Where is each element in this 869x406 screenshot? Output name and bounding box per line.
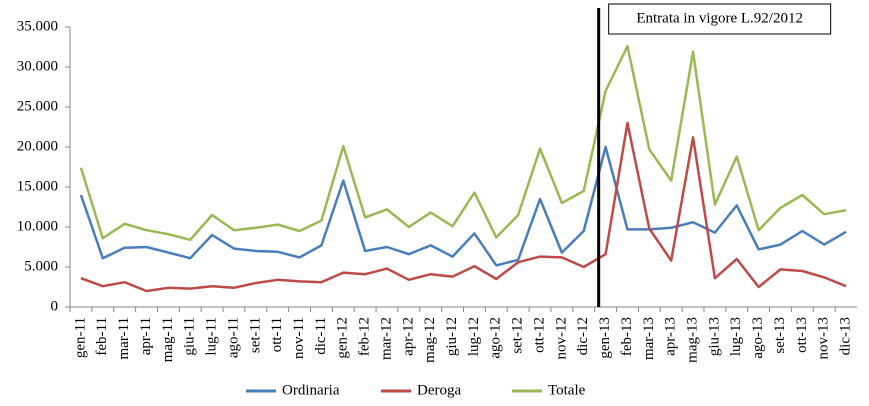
y-tick-label: 35.000 [17,18,58,34]
x-tick-label: giu-13 [706,317,722,356]
annotation-text: Entrata in vigore L.92/2012 [636,10,803,26]
y-tick-label: 15.000 [17,178,58,194]
y-tick-label: 20.000 [17,138,58,154]
x-tick-label: ago-11 [225,317,241,358]
x-tick-label: giu-12 [444,317,460,356]
x-tick-label: giu-11 [182,317,198,356]
y-tick-label: 30.000 [17,58,58,74]
x-tick-label: mar-12 [378,317,394,360]
y-tick-label: 25.000 [17,98,58,114]
x-tick-label: feb-13 [619,317,635,356]
x-tick-label: set-11 [247,317,263,353]
x-tick-label: dic-11 [313,317,329,355]
annotation-box [608,3,832,35]
x-tick-label: set-12 [510,317,526,354]
x-tick-label: nov-12 [553,317,569,360]
x-tick-label: gen-13 [597,317,613,359]
x-tick-label: mar-13 [641,317,657,360]
y-tick-label: 0 [51,298,59,314]
x-tick-label: ago-12 [488,317,504,359]
x-tick-label: mag-13 [684,317,700,363]
line-series [79,44,847,242]
x-tick-label: ago-13 [750,317,766,359]
line-series [80,121,847,293]
x-tick-label: gen-11 [72,317,88,358]
x-tick-label: ott-11 [269,317,285,352]
legend-label: Ordinaria [282,382,340,398]
x-tick-label: nov-11 [291,317,307,359]
x-tick-label: ott-13 [794,317,810,353]
x-tick-label: lug-11 [204,317,220,356]
x-tick-label: mar-11 [116,317,132,359]
x-tick-label: gen-12 [335,317,351,359]
x-tick-label: dic-12 [575,317,591,355]
x-tick-label: feb-11 [94,317,110,356]
x-tick-label: apr-11 [138,317,154,355]
x-tick-label: apr-13 [663,317,679,356]
y-tick-label: 5.000 [24,258,58,274]
x-tick-label: apr-12 [400,317,416,356]
x-tick-label: feb-12 [357,317,373,356]
x-tick-label: set-13 [772,317,788,354]
x-tick-label: dic-13 [838,317,854,355]
legend-label: Deroga [417,382,461,398]
x-tick-label: mag-12 [422,317,438,363]
x-tick-label: mag-11 [160,317,176,362]
x-tick-label: nov-13 [816,317,832,360]
x-tick-label: lug-13 [728,317,744,356]
line-series [79,145,847,267]
x-tick-label: lug-12 [466,317,482,356]
y-tick-label: 10.000 [17,218,58,234]
legend-label: Totale [548,382,586,398]
x-tick-label: ott-12 [531,317,547,353]
